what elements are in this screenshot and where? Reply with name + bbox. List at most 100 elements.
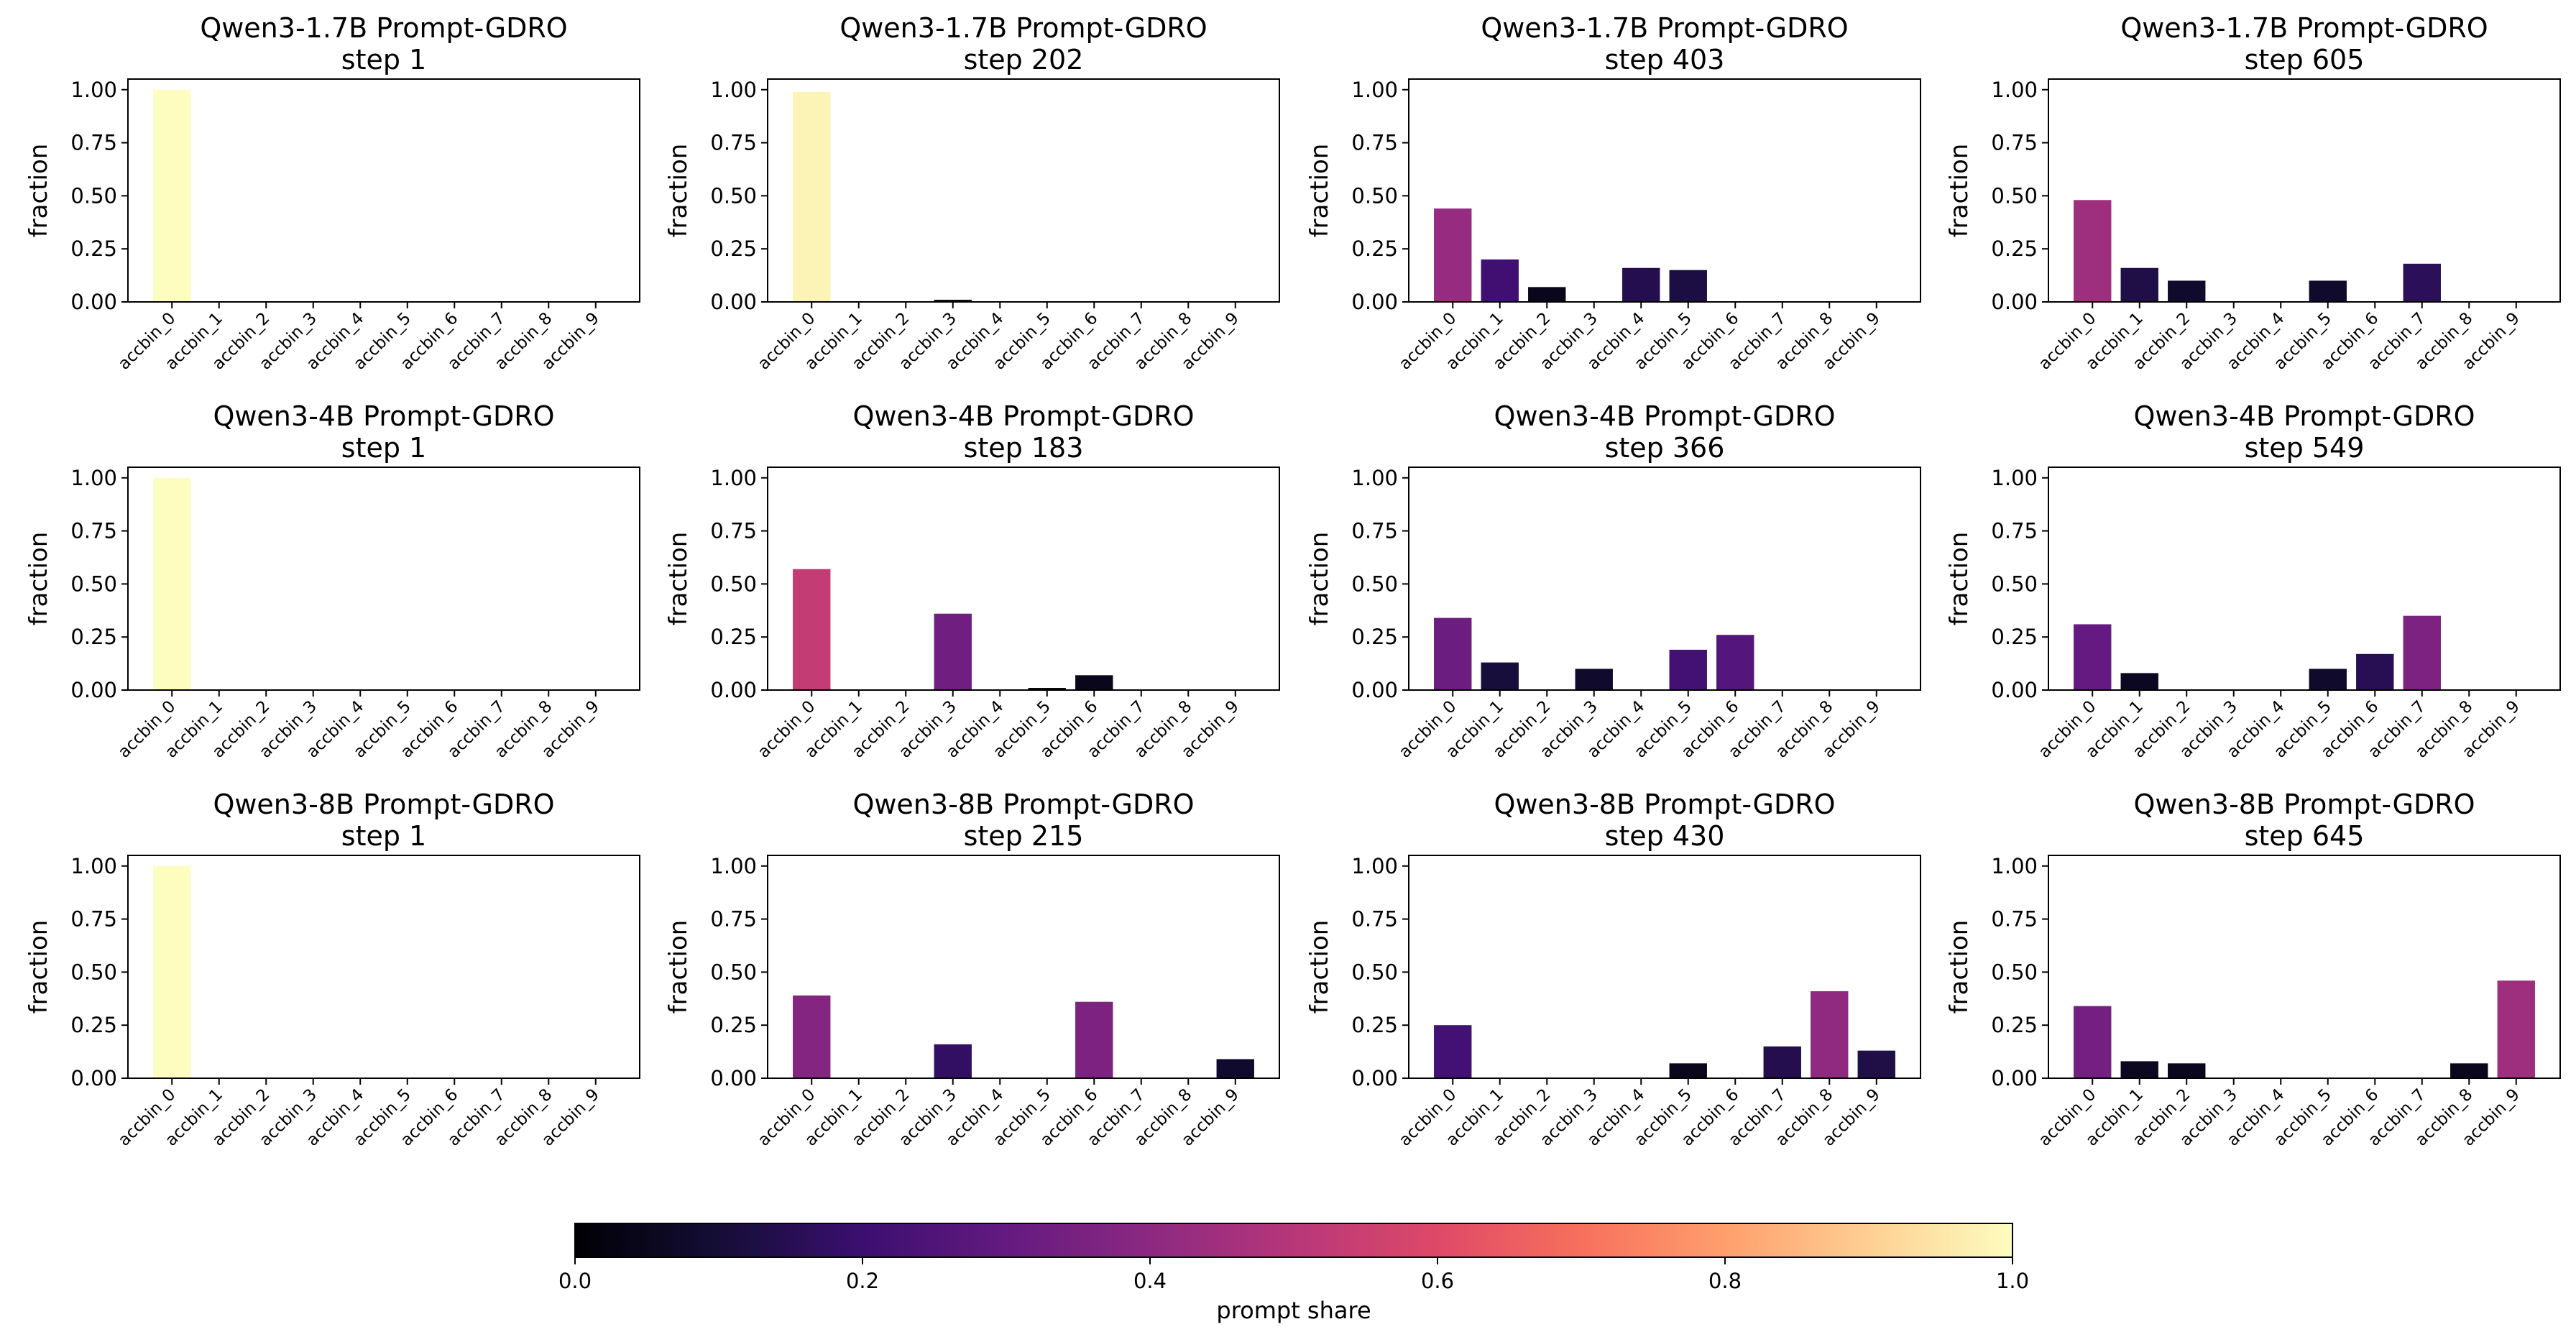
y-tick-label: 0.00: [1991, 678, 2038, 702]
y-tick-label: 0.25: [710, 236, 757, 261]
y-tick-label: 1.00: [1351, 466, 1398, 490]
y-axis-label: fraction: [1305, 144, 1334, 238]
panel-subtitle: step 1: [341, 820, 426, 852]
bar-accbin_0: [793, 995, 831, 1078]
panel-title: Qwen3-8B Prompt-GDRO: [213, 789, 554, 820]
bar-accbin_6: [1716, 635, 1754, 690]
bar-accbin_5: [1669, 1063, 1707, 1078]
panel-subtitle: step 430: [1605, 820, 1725, 852]
axes-frame: [767, 467, 1280, 691]
y-axis-label: fraction: [1305, 920, 1334, 1014]
y-tick-label: 0.00: [70, 678, 117, 702]
bar-accbin_5: [1028, 688, 1066, 690]
y-tick-label: 1.00: [70, 854, 117, 878]
bar-accbin_1: [1481, 662, 1519, 690]
bar-accbin_2: [2168, 280, 2206, 302]
axes-frame: [767, 78, 1280, 303]
axes-frame: [2048, 855, 2561, 1079]
bar-accbin_1: [2120, 267, 2158, 302]
bar-accbin_7: [2403, 615, 2441, 690]
y-tick-label: 1.00: [710, 466, 757, 490]
panel-subtitle: step 202: [964, 44, 1084, 75]
y-tick-label: 0.50: [1991, 960, 2038, 984]
panel-title: Qwen3-1.7B Prompt-GDRO: [200, 12, 567, 44]
y-tick-label: 1.00: [70, 466, 117, 490]
bar-accbin_1: [2120, 1061, 2158, 1078]
y-axis-label: fraction: [664, 144, 693, 238]
y-tick-label: 0.00: [70, 1066, 117, 1090]
panel-title: Qwen3-8B Prompt-GDRO: [2133, 789, 2475, 820]
y-tick-label: 0.00: [1991, 1066, 2038, 1090]
bar-accbin_5: [2309, 280, 2347, 302]
y-tick-label: 0.50: [710, 183, 757, 208]
bar-accbin_0: [1434, 1025, 1472, 1078]
y-axis-label: fraction: [1305, 532, 1334, 626]
colorbar-tick-label: 0.4: [1133, 1269, 1167, 1293]
y-axis-label: fraction: [664, 920, 693, 1014]
panel-subtitle: step 215: [964, 820, 1084, 852]
panel-subtitle: step 1: [341, 432, 426, 464]
bar-accbin_0: [793, 569, 831, 690]
y-tick-label: 0.75: [1351, 519, 1398, 543]
bar-accbin_6: [2356, 653, 2394, 690]
y-axis-label: fraction: [1945, 920, 1974, 1014]
bar-accbin_7: [1763, 1046, 1801, 1078]
y-tick-label: 0.25: [1351, 1013, 1398, 1037]
axes-frame: [127, 78, 640, 303]
bar-accbin_4: [1622, 267, 1660, 302]
panel-subtitle: step 183: [964, 432, 1084, 464]
y-tick-label: 1.00: [1351, 78, 1398, 102]
y-tick-label: 0.75: [70, 519, 117, 543]
panel-subtitle: step 605: [2245, 44, 2365, 75]
panel-title: Qwen3-4B Prompt-GDRO: [852, 400, 1194, 432]
axes-frame: [2048, 467, 2561, 691]
panel-subtitle: step 645: [2245, 820, 2365, 852]
bar-accbin_0: [153, 865, 191, 1078]
bar-accbin_3: [934, 300, 972, 302]
y-tick-label: 0.00: [710, 678, 757, 702]
bar-accbin_1: [1481, 259, 1519, 302]
y-tick-label: 0.75: [1991, 519, 2038, 543]
bar-accbin_9: [1216, 1059, 1254, 1078]
colorbar: 0.0 0.2 0.4 0.6 0.8 1.0 prompt share: [558, 1223, 2029, 1324]
bar-accbin_0: [153, 89, 191, 302]
y-tick-label: 0.75: [710, 907, 757, 932]
bar-accbin_5: [1669, 270, 1707, 302]
colorbar-label: prompt share: [1216, 1297, 1371, 1324]
y-axis-label: fraction: [664, 532, 693, 626]
colorbar-ticks: 0.0 0.2 0.4 0.6 0.8 1.0: [558, 1257, 2029, 1293]
y-tick-label: 0.50: [1351, 960, 1398, 984]
y-tick-label: 0.75: [1991, 907, 2038, 932]
bar-accbin_8: [1811, 991, 1849, 1078]
y-tick-label: 0.75: [710, 519, 757, 543]
bar-accbin_2: [1528, 287, 1566, 302]
bar-accbin_0: [793, 91, 831, 302]
bar-accbin_3: [934, 1044, 972, 1078]
panel-subtitle: step 366: [1605, 432, 1725, 464]
y-tick-label: 0.50: [70, 571, 117, 596]
y-tick-label: 0.50: [710, 960, 757, 984]
y-tick-label: 0.75: [1351, 907, 1398, 932]
y-tick-label: 1.00: [1351, 854, 1398, 878]
bar-accbin_0: [2074, 200, 2112, 302]
panel-title: Qwen3-8B Prompt-GDRO: [1494, 789, 1835, 820]
y-axis-label: fraction: [1945, 532, 1974, 626]
axes-frame: [1408, 855, 1921, 1079]
y-tick-label: 0.25: [1991, 1013, 2038, 1037]
y-tick-label: 0.25: [710, 1013, 757, 1037]
panel-title: Qwen3-1.7B Prompt-GDRO: [1481, 12, 1848, 44]
panel-title: Qwen3-8B Prompt-GDRO: [852, 789, 1194, 820]
axes-frame: [127, 855, 640, 1079]
panel-title: Qwen3-4B Prompt-GDRO: [1494, 400, 1835, 432]
y-tick-label: 0.00: [1991, 290, 2038, 314]
y-tick-label: 1.00: [1991, 854, 2038, 878]
y-tick-label: 0.25: [1351, 236, 1398, 261]
y-axis-label: fraction: [24, 920, 53, 1014]
y-tick-label: 0.00: [710, 1066, 757, 1090]
